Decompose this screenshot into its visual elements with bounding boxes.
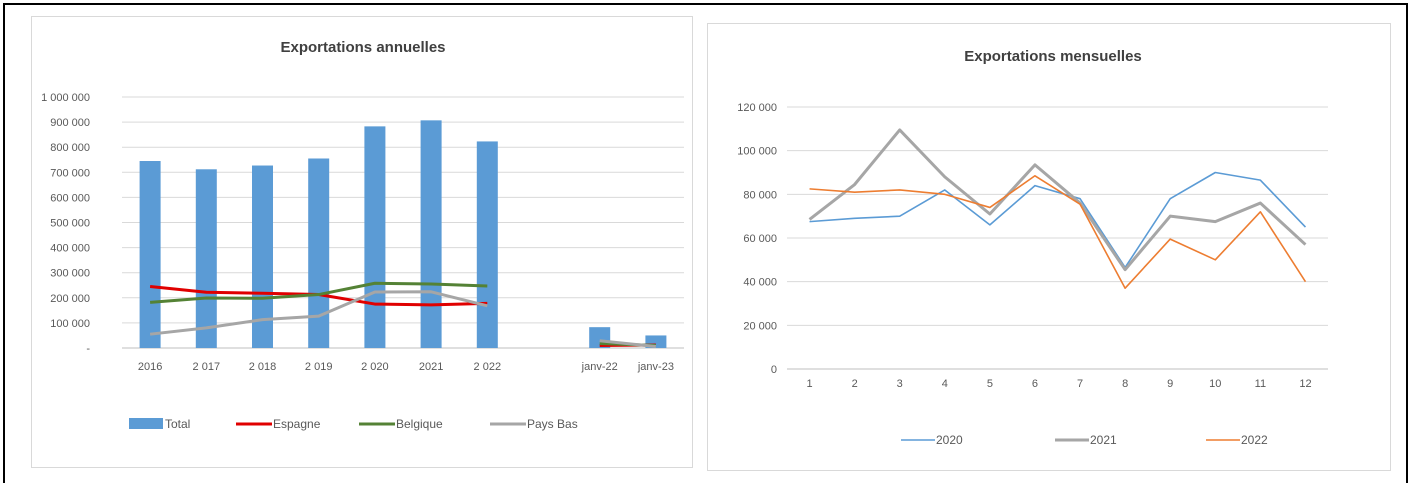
y-tick-label: 1 000 000 [41,92,90,104]
y-tick-label: 0 [771,364,777,376]
bar-total [139,161,161,348]
y-tick-label: 100 000 [737,146,777,158]
y-tick-label: 500 000 [50,218,90,230]
bar-total [420,120,442,348]
y-tick-label: 60 000 [743,233,777,245]
x-tick-label: 2 017 [193,361,221,373]
x-tick-label: 2016 [138,361,162,373]
x-tick-label: 10 [1209,378,1221,390]
x-tick-label: 9 [1167,378,1173,390]
x-tick-label: 2 019 [305,361,333,373]
line-2022 [809,174,1307,290]
y-tick-label: 900 000 [50,117,90,129]
x-tick-label: 6 [1032,378,1038,390]
legend-swatch-total [129,418,163,429]
legend-label-total: Total [165,417,190,431]
line-2020 [809,171,1307,269]
y-tick-label: 80 000 [743,189,777,201]
line-pays-bas [599,339,657,348]
bar-total [195,169,217,348]
x-tick-label: 8 [1122,378,1128,390]
y-tick-label: 100 000 [50,318,90,330]
legend-label-2022: 2022 [1241,433,1268,447]
monthly-exports-plot: Exportations mensuelles 0 20 000 40 000 60 0… [737,48,1328,447]
y-tick-label: 600 000 [50,192,90,204]
legend-label-espagne: Espagne [273,417,321,431]
y-tick-label: 800 000 [50,142,90,154]
x-tick-label: 3 [897,378,903,390]
y-tick-label: 120 000 [737,102,777,114]
x-tick-label: 2 018 [249,361,277,373]
x-tick-label: 2 022 [474,361,502,373]
x-tick-label: 11 [1255,378,1266,390]
x-tick-label: 2 [852,378,858,390]
y-tick-label: 300 000 [50,268,90,280]
y-tick-label: 20 000 [743,320,777,332]
x-tick-label: 12 [1299,378,1311,390]
x-tick-label: janv-22 [581,361,618,373]
y-tick-label: - [86,343,90,355]
x-tick-label: janv-23 [637,361,674,373]
bar-total [252,165,273,348]
line-2021 [808,128,1307,272]
line-belgique [149,281,488,304]
monthly-exports-chart: Exportations mensuelles 0 20 000 40 000 60 0… [707,23,1391,471]
legend-label-pays-bas: Pays Bas [527,417,578,431]
x-tick-label: 2021 [419,361,443,373]
y-tick-label: 400 000 [50,243,90,255]
x-tick-label: 4 [942,378,948,390]
y-tick-label: 200 000 [50,293,90,305]
y-tick-label: 700 000 [50,167,90,179]
legend-label-belgique: Belgique [396,417,443,431]
x-tick-label: 1 [806,378,812,390]
bar-total [476,141,498,348]
bar-total [308,158,330,348]
x-tick-label: 5 [987,378,993,390]
line-pays-bas [149,290,488,336]
annual-exports-chart: Exportations annuelles - 100 000 200 000 300… [31,16,693,468]
chart-title: Exportations mensuelles [964,48,1142,65]
outer-frame [3,3,1408,483]
legend-label-2020: 2020 [936,433,963,447]
bar-total [364,126,386,348]
y-tick-label: 40 000 [743,277,777,289]
x-tick-label: 7 [1077,378,1083,390]
x-tick-label: 2 020 [361,361,389,373]
legend-label-2021: 2021 [1090,433,1117,447]
annual-exports-plot: Exportations annuelles - 100 000 200 000 300… [41,39,684,431]
chart-title: Exportations annuelles [280,39,445,56]
